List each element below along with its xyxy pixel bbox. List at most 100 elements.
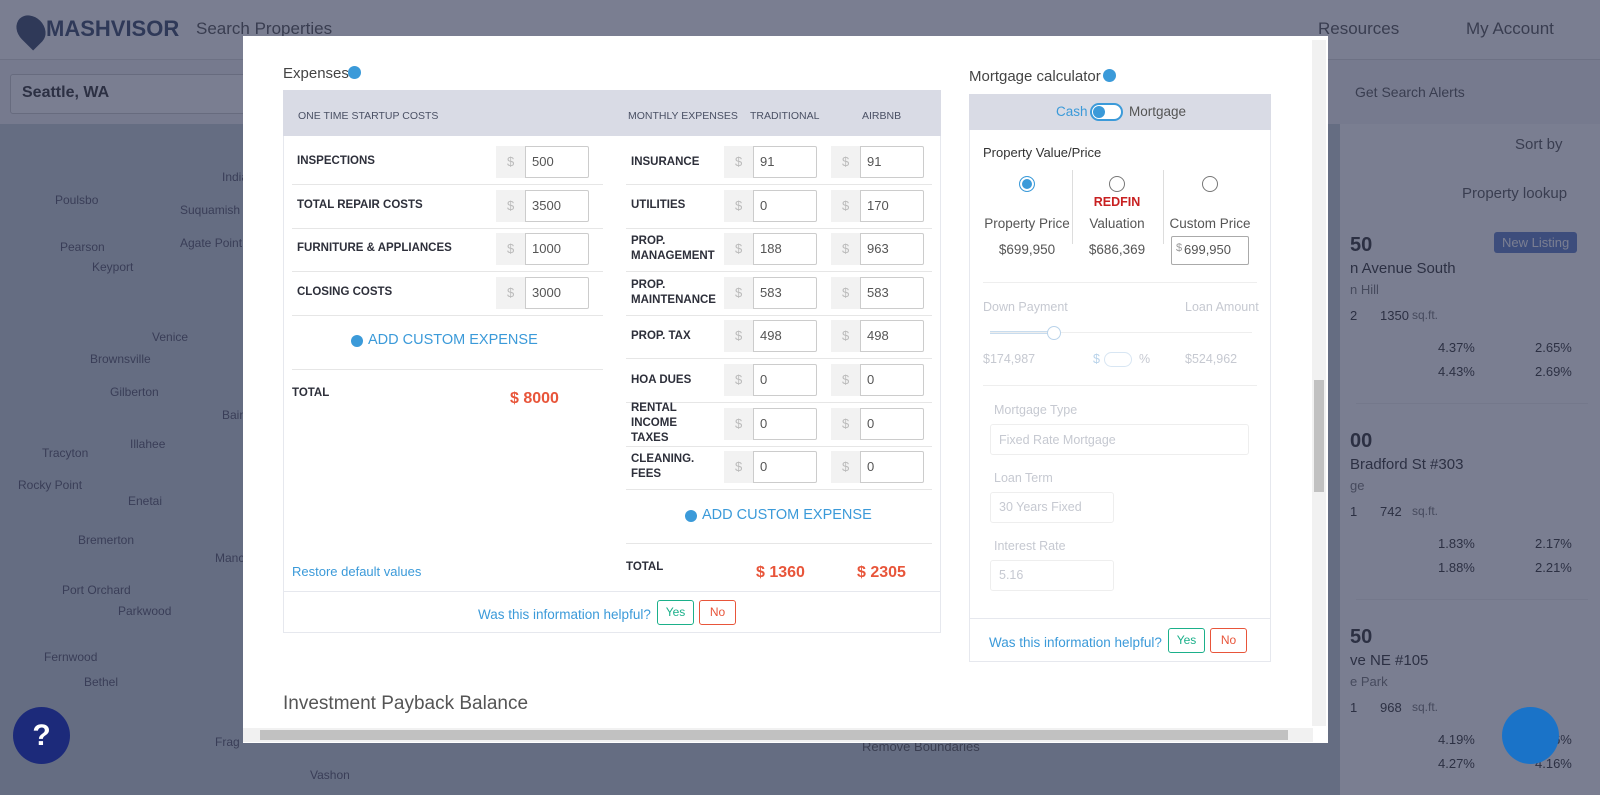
separator <box>1163 170 1164 244</box>
radio[interactable] <box>1109 176 1125 192</box>
help-button[interactable]: ? <box>13 707 70 764</box>
input-value: 0 <box>867 415 875 431</box>
expense-label: FURNITURE & APPLIANCES <box>297 242 452 255</box>
input-value: 91 <box>867 154 882 169</box>
column-header: MONTHLY EXPENSES <box>628 110 738 122</box>
interest-input[interactable] <box>990 560 1114 591</box>
table-header <box>283 90 941 136</box>
add-icon <box>351 335 363 347</box>
row-divider <box>626 402 932 403</box>
row-divider <box>292 227 603 229</box>
currency-addon <box>831 276 861 309</box>
field-title: Loan Amount <box>1185 300 1259 314</box>
input-value: 963 <box>867 241 889 257</box>
separator <box>1072 170 1073 244</box>
currency-symbol: $ <box>735 197 743 213</box>
yes-button[interactable]: Yes <box>1168 628 1205 653</box>
row-divider <box>626 489 932 491</box>
option-label: Custom Price <box>1169 216 1251 231</box>
feedback-question: Was this information helpful? <box>989 635 1162 650</box>
expense-label: PROP. TAX <box>631 329 691 342</box>
currency-symbol: $ <box>735 154 743 169</box>
input-value: 0 <box>760 372 768 387</box>
currency-symbol: $ <box>1176 242 1183 254</box>
row-divider <box>292 184 603 185</box>
option-value: $699,950 <box>998 242 1056 257</box>
yes-button[interactable]: Yes <box>657 600 694 625</box>
input-value: 0 <box>760 197 768 213</box>
mortgage-label: Mortgage <box>1129 104 1187 119</box>
input-value: 170 <box>867 197 889 213</box>
field-title: Loan Term <box>994 471 1053 485</box>
currency-addon <box>724 451 754 484</box>
currency-symbol: $ <box>842 328 850 344</box>
currency-addon <box>724 320 754 353</box>
option-label: Property Price <box>984 216 1070 231</box>
down-value: $174,987 <box>983 352 1036 366</box>
section-title: Investment Payback Balance <box>283 693 529 714</box>
column-header: AIRBNB <box>862 110 902 122</box>
input-value: 583 <box>867 284 889 300</box>
add-custom-expense[interactable]: ADD CUSTOM EXPENSE <box>368 332 538 348</box>
cash-label: Cash <box>1056 104 1088 119</box>
unit-toggle[interactable] <box>1104 352 1132 367</box>
currency-symbol: $ <box>735 459 743 475</box>
currency-symbol: $ <box>842 284 850 300</box>
mortgage-type-select[interactable] <box>990 424 1249 455</box>
divider <box>283 591 941 592</box>
field-title: Property Value/Price <box>983 145 1102 160</box>
expense-label: CLEANING. FEES <box>631 453 695 481</box>
input-value: 91 <box>760 154 775 169</box>
currency-symbol: $ <box>735 372 743 387</box>
expense-label: UTILITIES <box>631 199 686 212</box>
input-value: 583 <box>760 284 782 300</box>
expense-label: INSPECTIONS <box>297 155 375 167</box>
currency-symbol: $ <box>842 415 850 431</box>
v-scroll-thumb[interactable] <box>1314 380 1324 492</box>
radio[interactable] <box>1202 176 1218 192</box>
select-value: Fixed Rate Mortgage <box>999 433 1116 447</box>
currency-symbol: $ <box>842 459 850 475</box>
currency-addon <box>831 233 861 266</box>
field-title: Mortgage Type <box>994 403 1078 417</box>
restore-link[interactable]: Restore default values <box>292 564 422 579</box>
select-value: 30 Years Fixed <box>999 500 1082 514</box>
option-label: Valuation <box>1089 216 1145 231</box>
section-title: Expenses <box>283 65 349 82</box>
currency-symbol: $ <box>507 197 515 213</box>
section-title: Mortgage calculator <box>969 68 1101 85</box>
feedback-question: Was this information helpful? <box>478 607 651 622</box>
custom-price-input[interactable] <box>1171 236 1249 265</box>
currency-addon <box>724 407 754 440</box>
input-value: 699,950 <box>1184 242 1231 257</box>
currency-symbol: $ <box>842 241 850 257</box>
total-label: TOTAL <box>626 561 664 573</box>
row-divider <box>626 358 932 360</box>
divider <box>983 385 1257 386</box>
currency-addon <box>724 364 754 396</box>
currency-addon <box>831 146 861 178</box>
option-value: $686,369 <box>1088 242 1146 257</box>
chat-button[interactable] <box>1502 707 1559 764</box>
currency-symbol: $ <box>842 197 850 213</box>
traditional-total: $ 1360 <box>756 564 805 581</box>
toggle-knob <box>1093 106 1105 118</box>
add-custom-expense[interactable]: ADD CUSTOM EXPENSE <box>702 507 872 523</box>
currency-symbol: $ <box>735 415 743 431</box>
input-value: 3500 <box>532 197 561 213</box>
loan-value: $524,962 <box>1185 352 1238 366</box>
currency-addon <box>496 276 526 309</box>
redfin-brand: REDFIN <box>1093 195 1141 209</box>
no-button[interactable]: No <box>699 600 736 625</box>
currency-symbol: $ <box>735 328 743 344</box>
column-header: ONE TIME STARTUP COSTS <box>298 110 439 122</box>
loan-term-select[interactable] <box>990 492 1114 523</box>
currency-addon <box>831 320 861 353</box>
slider-knob[interactable] <box>1047 326 1061 340</box>
radio[interactable] <box>1019 176 1035 192</box>
field-title: Interest Rate <box>994 539 1066 553</box>
currency-symbol: $ <box>507 241 515 257</box>
h-scroll-thumb[interactable] <box>260 730 1288 740</box>
currency-addon <box>831 364 861 396</box>
no-button[interactable]: No <box>1210 628 1247 653</box>
